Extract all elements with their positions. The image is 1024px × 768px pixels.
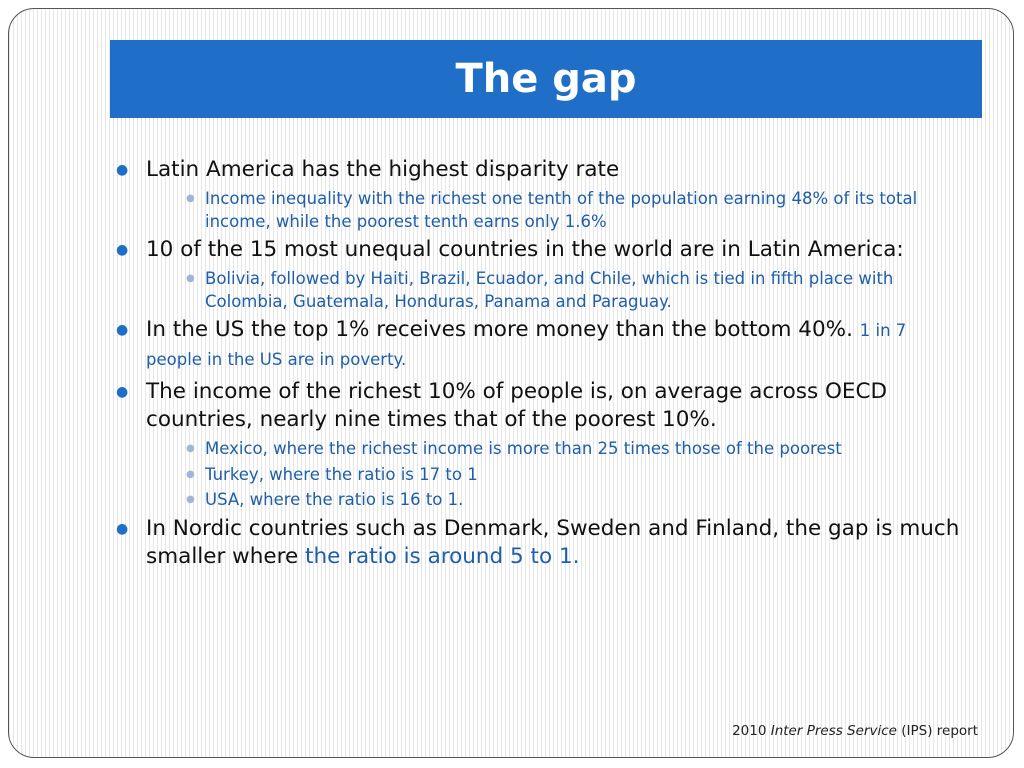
citation-year: 2010	[732, 723, 767, 739]
sub-bullet-item: ● Bolivia, followed by Haiti, Brazil, Ec…	[186, 268, 964, 313]
sub-bullet-icon: ●	[186, 193, 195, 204]
bullet-icon: ●	[116, 384, 129, 400]
slide-frame: The gap	[8, 8, 1014, 758]
sub-bullet-icon: ●	[186, 468, 195, 480]
sub-bullet-item: ● USA, where the ratio is 16 to 1.	[186, 489, 964, 512]
bullet-accent-text: the ratio is around 5 to 1.	[305, 543, 580, 569]
bullet-item: ● In Nordic countries such as Denmark, S…	[114, 515, 964, 571]
bullet-item: ● In the US the top 1% receives more mon…	[114, 316, 964, 374]
sub-bullet-text: USA, where the ratio is 16 to 1.	[205, 490, 464, 509]
bullet-item: ● 10 of the 15 most unequal countries in…	[114, 236, 964, 264]
slide-title: The gap	[455, 56, 637, 102]
sub-bullet-text: Bolivia, followed by Haiti, Brazil, Ecua…	[205, 269, 894, 311]
sub-bullet-text: Mexico, where the richest income is more…	[205, 439, 842, 458]
citation-suffix: (IPS) report	[901, 723, 978, 739]
sub-bullet-text: Income inequality with the richest one t…	[205, 189, 918, 231]
citation-source: Inter Press Service	[770, 723, 897, 739]
bullet-text: Latin America has the highest disparity …	[146, 157, 620, 182]
bullet-list: ● Latin America has the highest disparit…	[114, 156, 964, 575]
bullet-icon: ●	[116, 242, 129, 258]
sub-bullet-text: Turkey, where the ratio is 17 to 1	[205, 464, 478, 484]
sub-bullet-item: ● Turkey, where the ratio is 17 to 1	[186, 464, 964, 487]
sub-bullet-icon: ●	[186, 273, 195, 284]
sub-bullet-icon: ●	[186, 443, 195, 454]
bullet-text: In Nordic countries such as Denmark, Swe…	[146, 515, 960, 569]
bullet-text: In the US the top 1% receives more money…	[146, 317, 853, 342]
bullet-item: ● Latin America has the highest disparit…	[114, 156, 964, 184]
bullet-item: ● The income of the richest 10% of peopl…	[114, 378, 964, 434]
bullet-text: 10 of the 15 most unequal countries in t…	[146, 237, 904, 262]
sub-bullet-item: ● Mexico, where the richest income is mo…	[186, 438, 964, 461]
bullet-icon: ●	[116, 322, 129, 338]
bullet-icon: ●	[116, 162, 129, 178]
source-citation: 2010 Inter Press Service (IPS) report	[732, 723, 978, 739]
bullet-accent-text: 1 in 7 people in the US are in poverty.	[146, 321, 907, 369]
bullet-icon: ●	[116, 520, 129, 537]
sub-bullet-icon: ●	[186, 494, 195, 505]
bullet-text: The income of the richest 10% of people …	[146, 379, 888, 432]
title-bar: The gap	[110, 40, 982, 118]
sub-bullet-item: ● Income inequality with the richest one…	[186, 188, 964, 233]
